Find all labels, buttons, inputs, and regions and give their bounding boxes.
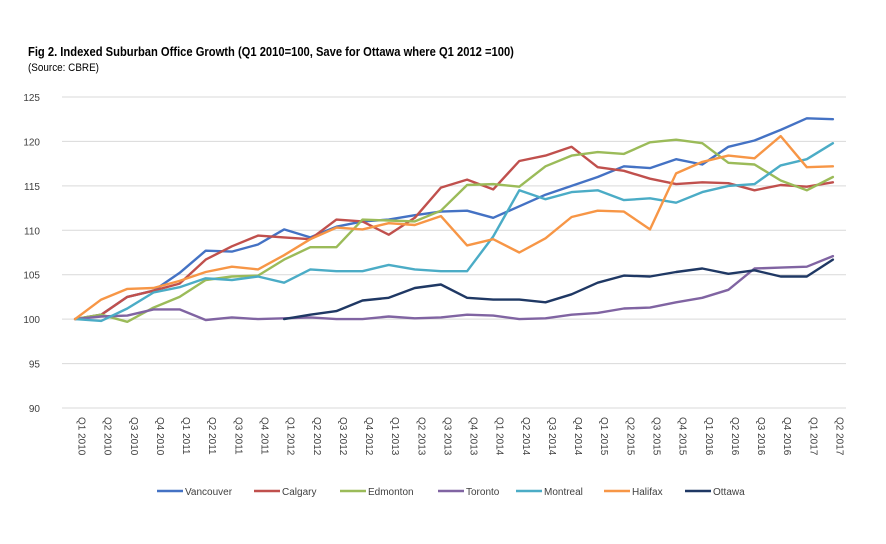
x-tick-label: Q4 2011 bbox=[259, 417, 270, 455]
x-axis-ticks: Q1 2010 Q2 2010 Q3 2010 Q4 2010 Q1 2011 Q2 20… bbox=[76, 417, 845, 456]
x-tick-label: Q4 2015 bbox=[677, 417, 688, 456]
chart-subtitle: (Source: CBRE) bbox=[28, 62, 99, 74]
x-tick-label: Q4 2014 bbox=[572, 417, 583, 456]
x-tick-label: Q4 2013 bbox=[468, 417, 479, 456]
x-tick-label: Q1 2015 bbox=[598, 417, 609, 456]
x-tick-label: Q2 2016 bbox=[729, 417, 740, 456]
legend-label-vancouver: Vancouver bbox=[185, 487, 233, 498]
y-tick-label: 110 bbox=[24, 226, 40, 237]
legend-label-montreal: Montreal bbox=[544, 487, 583, 498]
series-line-vancouver bbox=[73, 117, 835, 321]
y-tick-label: 90 bbox=[29, 404, 41, 415]
x-tick-label: Q3 2012 bbox=[337, 417, 348, 456]
x-tick-label: Q3 2014 bbox=[546, 417, 557, 456]
x-tick-label: Q2 2012 bbox=[311, 417, 322, 456]
gridlines bbox=[62, 96, 846, 409]
x-tick-label: Q1 2011 bbox=[180, 417, 191, 455]
x-tick-label: Q2 2014 bbox=[520, 417, 531, 456]
x-tick-label: Q2 2013 bbox=[415, 417, 426, 456]
x-tick-label: Q1 2013 bbox=[389, 417, 400, 456]
y-axis-ticks: 90 95 100 105 110 115 120 125 bbox=[23, 93, 40, 415]
series-line-toronto bbox=[73, 254, 835, 322]
y-tick-label: 115 bbox=[24, 182, 40, 193]
legend-label-calgary: Calgary bbox=[282, 487, 316, 498]
y-tick-label: 105 bbox=[23, 271, 40, 282]
series-line-calgary bbox=[73, 145, 835, 321]
x-tick-label: Q1 2010 bbox=[76, 417, 87, 456]
x-tick-label: Q4 2012 bbox=[363, 417, 374, 456]
x-tick-label: Q3 2016 bbox=[755, 417, 766, 456]
y-tick-label: 100 bbox=[23, 315, 40, 326]
series-line-halifax bbox=[73, 134, 835, 321]
y-tick-label: 120 bbox=[23, 137, 40, 148]
legend-label-toronto: Toronto bbox=[466, 487, 500, 498]
x-tick-label: Q3 2010 bbox=[128, 417, 139, 456]
legend-label-edmonton: Edmonton bbox=[368, 487, 414, 498]
legend-label-halifax: Halifax bbox=[632, 487, 663, 498]
x-tick-label: Q2 2010 bbox=[102, 417, 113, 456]
y-tick-label: 125 bbox=[23, 93, 40, 104]
series-line-ottawa bbox=[282, 258, 835, 321]
y-tick-label: 95 bbox=[29, 360, 41, 371]
series-line-montreal bbox=[73, 142, 835, 323]
x-tick-label: Q4 2016 bbox=[781, 417, 792, 456]
x-tick-label: Q1 2016 bbox=[703, 417, 714, 456]
x-tick-label: Q1 2014 bbox=[494, 417, 505, 456]
legend: Vancouver Calgary Edmonton Toronto Montreal H… bbox=[157, 487, 745, 498]
series-lines bbox=[73, 117, 835, 323]
x-tick-label: Q1 2017 bbox=[807, 417, 818, 456]
x-tick-label: Q3 2015 bbox=[651, 417, 662, 456]
series-line-edmonton bbox=[73, 138, 835, 323]
x-tick-label: Q3 2011 bbox=[232, 417, 243, 455]
x-tick-label: Q1 2012 bbox=[285, 417, 296, 456]
x-tick-label: Q2 2015 bbox=[624, 417, 635, 456]
legend-label-ottawa: Ottawa bbox=[713, 487, 745, 498]
chart-title: Fig 2. Indexed Suburban Office Growth (Q… bbox=[28, 44, 514, 59]
x-tick-label: Q2 2011 bbox=[206, 417, 217, 455]
x-tick-label: Q4 2010 bbox=[154, 417, 165, 456]
x-tick-label: Q2 2017 bbox=[833, 417, 844, 456]
x-tick-label: Q3 2013 bbox=[441, 417, 452, 456]
